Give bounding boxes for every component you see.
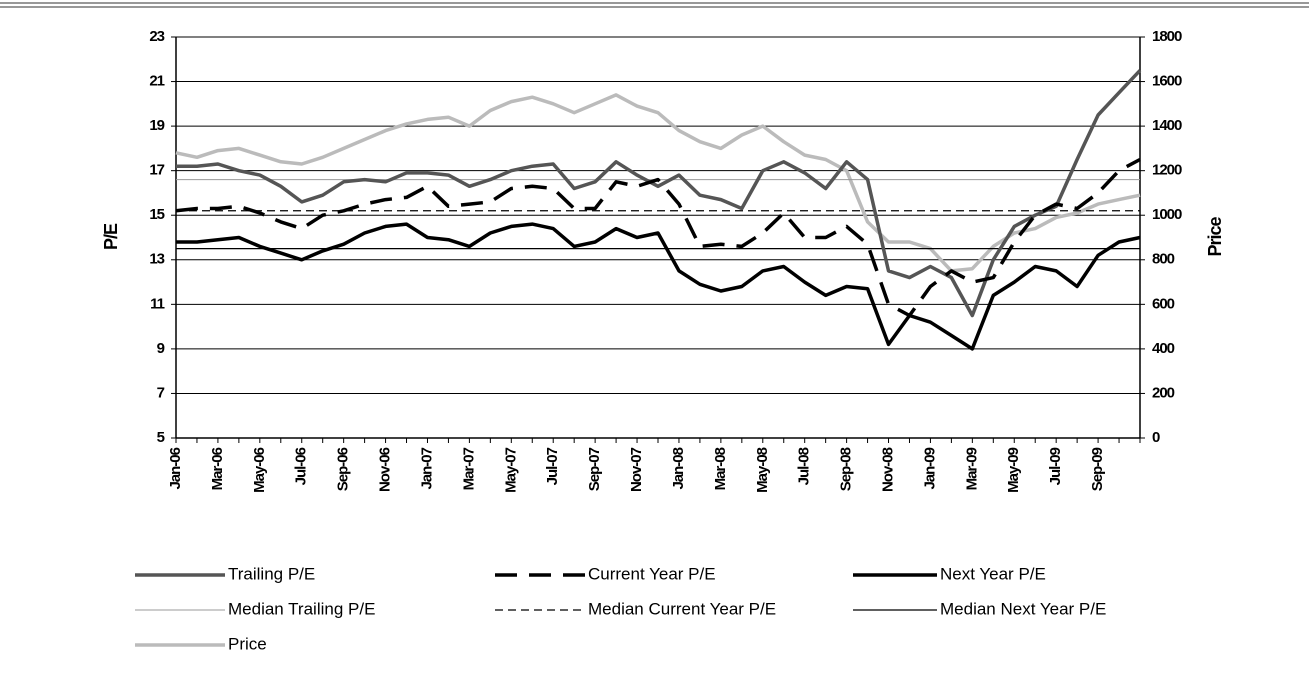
x-tick-label: Jul-08 <box>796 447 813 485</box>
x-tick-label: Sep-06 <box>335 447 352 491</box>
legend-label: Price <box>228 634 267 653</box>
x-tick-label: Nov-07 <box>628 447 645 492</box>
x-tick-label: Mar-09 <box>963 447 980 490</box>
y-tick-label: 23 <box>149 28 164 45</box>
y2-tick-label: 1600 <box>1152 73 1182 90</box>
y2-tick-label: 1400 <box>1152 117 1182 134</box>
x-tick-label: Mar-08 <box>712 447 729 490</box>
x-tick-label: Sep-08 <box>838 447 855 491</box>
legend-label: Median Next Year P/E <box>940 599 1106 618</box>
y2-tick-label: 0 <box>1152 429 1160 446</box>
legend-label: Median Trailing P/E <box>228 599 375 618</box>
x-tick-label: Jan-09 <box>921 447 938 489</box>
x-tick-label: Mar-07 <box>460 447 477 490</box>
x-tick-label: May-09 <box>1005 447 1022 493</box>
y2-tick-label: 800 <box>1152 251 1175 268</box>
y2-tick-label: 1000 <box>1152 206 1182 223</box>
x-tick-label: Jan-08 <box>670 447 687 489</box>
y-tick-label: 9 <box>157 340 165 357</box>
y2-tick-label: 200 <box>1152 384 1175 401</box>
x-tick-label: Nov-08 <box>879 447 896 492</box>
y-tick-label: 15 <box>149 206 164 223</box>
x-tick-label: Mar-06 <box>209 447 226 490</box>
x-tick-label: May-07 <box>502 447 519 493</box>
y-axis-title: P/E <box>101 223 121 250</box>
y-tick-label: 11 <box>150 295 165 312</box>
x-tick-label: Jul-07 <box>544 447 561 485</box>
y-tick-label: 7 <box>157 384 165 401</box>
y-tick-label: 13 <box>149 251 164 268</box>
x-tick-label: Nov-06 <box>377 447 394 492</box>
y-tick-label: 17 <box>149 162 164 179</box>
x-tick-label: May-06 <box>251 447 268 493</box>
y2-axis-title: Price <box>1205 217 1225 257</box>
series-line <box>175 93 1141 273</box>
legend-label: Trailing P/E <box>228 564 315 583</box>
x-tick-label: Sep-07 <box>586 447 603 491</box>
x-tick-label: Sep-09 <box>1089 447 1106 491</box>
y2-tick-label: 1200 <box>1152 162 1182 179</box>
x-tick-label: May-08 <box>754 447 771 493</box>
x-tick-label: Jan-06 <box>167 447 184 489</box>
x-tick-label: Jul-06 <box>293 447 310 485</box>
legend-label: Current Year P/E <box>588 564 716 583</box>
series-line <box>176 222 1141 351</box>
legend-label: Median Current Year P/E <box>588 599 776 618</box>
y2-tick-label: 1800 <box>1152 28 1182 45</box>
y-tick-label: 21 <box>149 73 164 90</box>
y-tick-label: 5 <box>157 429 165 446</box>
x-tick-label: Jan-07 <box>418 447 435 489</box>
x-tick-label: Jul-09 <box>1047 447 1064 485</box>
legend-label: Next Year P/E <box>940 564 1046 583</box>
y-tick-label: 19 <box>149 117 164 134</box>
y2-tick-label: 400 <box>1152 340 1175 357</box>
series-line <box>175 157 1141 318</box>
series-line <box>176 69 1142 318</box>
y2-tick-label: 600 <box>1152 295 1175 312</box>
